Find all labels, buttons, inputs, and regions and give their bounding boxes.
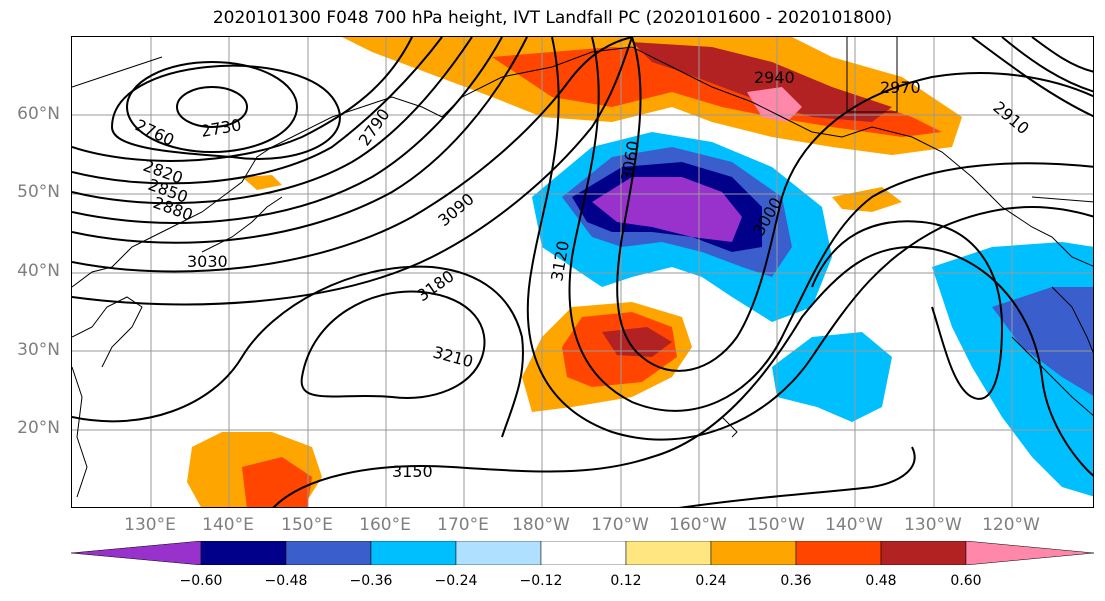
lon-label-180w: 180°W xyxy=(512,515,570,535)
colorbar-label-n048: −0.48 xyxy=(264,573,308,589)
contour-ne-2 xyxy=(1001,37,1093,93)
contour-arc-3 xyxy=(72,37,473,205)
contour-label-3150: 3150 xyxy=(392,462,433,481)
lon-label-160e: 160°E xyxy=(359,515,411,535)
contour-3150 xyxy=(272,245,1093,507)
contour-low-center xyxy=(176,86,248,128)
map-title: 2020101300 F048 700 hPa height, IVT Land… xyxy=(212,8,893,28)
contour-3120 xyxy=(678,446,916,507)
colorbar-seg-5 xyxy=(540,541,627,565)
colorbar-label-p036: 0.36 xyxy=(780,573,812,589)
contour-trough-2 xyxy=(568,37,1093,412)
colorbar-seg-6 xyxy=(625,541,712,565)
shaded-regions xyxy=(187,37,1093,507)
contour-label-3090: 3090 xyxy=(434,189,477,230)
positive-patch-east xyxy=(832,187,902,212)
positive-blob-south-core xyxy=(602,327,672,357)
lon-label-120w: 120°W xyxy=(982,515,1040,535)
colorbar-label-n012: −0.12 xyxy=(519,573,563,589)
contour-label-3030: 3030 xyxy=(187,252,228,271)
contour-arc-4 xyxy=(72,37,503,224)
contour-ring-2 xyxy=(111,64,341,160)
colorbar-label-p048: 0.48 xyxy=(865,573,897,589)
contour-low-ring-1 xyxy=(126,61,298,153)
contour-ne-1 xyxy=(971,37,1093,118)
contour-arc-7 xyxy=(72,37,633,306)
lon-label-150w: 150°W xyxy=(747,515,805,535)
colorbar-seg-8 xyxy=(795,541,882,565)
map-panel: 2730 2760 2790 2820 2850 2880 2910 2940 … xyxy=(71,36,1094,508)
colorbar-label-n060: −0.60 xyxy=(179,573,223,589)
colorbar-seg-3 xyxy=(370,541,457,565)
lat-label-60n: 60°N xyxy=(17,104,60,124)
contour-label-2940: 2940 xyxy=(754,68,795,87)
contour-3180 xyxy=(72,265,524,438)
colorbar-label-p012: 0.12 xyxy=(610,573,642,589)
colorbar-label-p024: 0.24 xyxy=(695,573,727,589)
contour-label-2730: 2730 xyxy=(199,115,242,141)
contour-label-2880: 2880 xyxy=(151,193,196,225)
positive-band-north-core xyxy=(632,42,892,122)
contour-arc-2 xyxy=(72,37,443,185)
colorbar-seg-9 xyxy=(880,541,967,565)
contour-trough-1 xyxy=(616,37,1093,372)
lat-label-20n: 20°N xyxy=(17,418,60,438)
lon-label-160w: 160°W xyxy=(669,515,727,535)
contour-arc-1 xyxy=(72,37,413,162)
height-contours xyxy=(72,37,1093,507)
contour-3210-loop xyxy=(300,290,486,399)
map-canvas: 2730 2760 2790 2820 2850 2880 2910 2940 … xyxy=(72,37,1093,507)
colorbar-seg-1 xyxy=(200,541,287,565)
colorbar-seg-7 xyxy=(710,541,797,565)
lat-label-50n: 50°N xyxy=(17,182,60,202)
lon-label-140e: 140°E xyxy=(202,515,254,535)
contour-label-2790: 2790 xyxy=(355,105,394,149)
colorbar-seg-4 xyxy=(455,541,542,565)
positive-patch-japan xyxy=(242,175,282,190)
lat-label-30n: 30°N xyxy=(17,340,60,360)
contour-label-2760: 2760 xyxy=(132,115,177,149)
positive-patch-southwest-inner xyxy=(242,457,312,507)
colorbar-seg-10 xyxy=(965,541,1094,565)
colorbar-label-n036: −0.36 xyxy=(349,573,393,589)
colorbar-segments xyxy=(71,541,1094,565)
contour-label-2910: 2910 xyxy=(989,98,1032,139)
colorbar-seg-0 xyxy=(71,541,202,565)
contour-label-2970: 2970 xyxy=(880,78,921,97)
colorbar-seg-2 xyxy=(285,541,372,565)
positive-band-north-peak xyxy=(747,87,802,122)
lon-label-170e: 170°E xyxy=(437,515,489,535)
contour-arc-5 xyxy=(72,37,528,244)
lon-label-130w: 130°W xyxy=(904,515,962,535)
colorbar xyxy=(71,541,1094,565)
contour-3120-arc xyxy=(811,220,1004,400)
negative-region-east xyxy=(772,332,892,422)
negative-region-east-right-mid xyxy=(992,287,1093,396)
contour-arc-6 xyxy=(72,37,633,273)
contour-label-3210: 3210 xyxy=(431,343,475,372)
graticule xyxy=(72,37,1093,507)
lon-label-170w: 170°W xyxy=(591,515,649,535)
contour-ne-3 xyxy=(1031,37,1093,73)
colorbar-label-p060: 0.60 xyxy=(950,573,982,589)
lat-label-40n: 40°N xyxy=(17,261,60,281)
colorbar-label-n024: −0.24 xyxy=(434,573,478,589)
lon-label-140w: 140°W xyxy=(825,515,883,535)
lon-label-130e: 130°E xyxy=(124,515,176,535)
lon-label-150e: 150°E xyxy=(281,515,333,535)
